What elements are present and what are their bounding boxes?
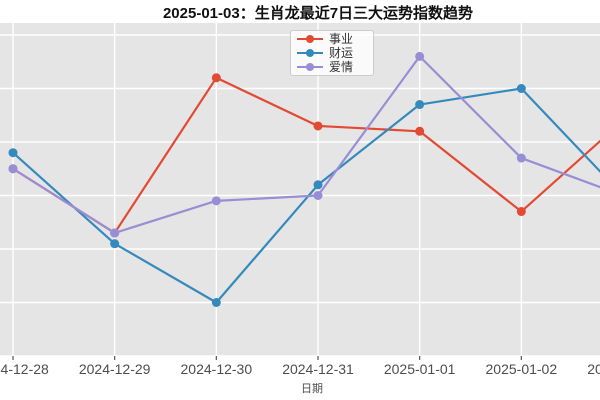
legend-marker-career (297, 35, 323, 43)
x-tick-label-5: 2025-01-02 (485, 361, 558, 377)
legend-label-wealth: 财运 (329, 46, 354, 60)
data-point-love (110, 228, 120, 238)
x-tick-label-6: 2025-01-03 (587, 361, 600, 377)
data-point-career (516, 207, 526, 217)
data-point-career (415, 126, 425, 136)
data-point-love (313, 191, 323, 200)
data-point-career (313, 121, 323, 131)
x-tick-label-1: 2024-12-29 (78, 361, 151, 377)
legend-marker-wealth (297, 49, 323, 57)
x-axis-label: 日期 (301, 383, 323, 395)
data-point-wealth (110, 239, 120, 249)
data-point-love (211, 196, 221, 206)
data-point-wealth (516, 84, 526, 93)
data-point-love (516, 153, 526, 163)
legend-item-wealth: 财运 (296, 46, 373, 60)
plot-area (0, 23, 600, 356)
data-point-career (211, 73, 221, 83)
legend-label-love: 爱情 (329, 60, 354, 74)
x-tick-label-4: 2025-01-01 (383, 361, 456, 377)
data-point-love (8, 164, 18, 174)
data-point-wealth (313, 180, 323, 190)
chart-title: 2025-01-03：生肖龙最近7日三大运势指数趋势 (162, 5, 474, 22)
legend-marker-love (297, 63, 323, 71)
data-point-wealth (211, 298, 221, 307)
data-point-wealth (8, 148, 18, 158)
legend-label-career: 事业 (329, 32, 354, 46)
data-point-wealth (415, 100, 425, 110)
x-tick-label-0: 2024-12-28 (0, 361, 49, 377)
legend-item-love: 爱情 (296, 60, 373, 74)
x-tick-label-2: 2024-12-30 (180, 361, 253, 377)
legend-item-career: 事业 (296, 32, 373, 46)
x-tick-label-3: 2024-12-31 (282, 361, 354, 377)
legend: 事业 财运 爱情 (290, 30, 374, 76)
data-point-love (415, 51, 425, 61)
